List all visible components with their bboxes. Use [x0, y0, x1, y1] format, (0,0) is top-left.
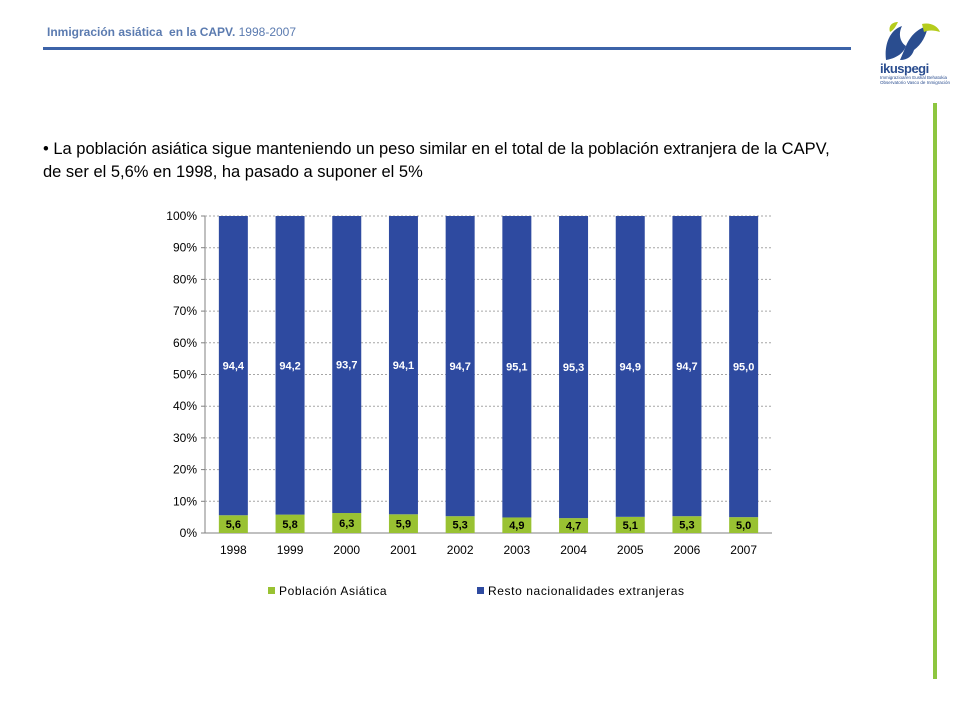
x-tick-label: 2004 [560, 543, 587, 557]
bullet-text: • La población asiática sigue manteniend… [43, 140, 830, 181]
x-tick-label: 2006 [674, 543, 701, 557]
header-title-bold: Inmigración asiática en la CAPV. [47, 25, 236, 39]
y-tick-label: 90% [173, 241, 197, 255]
data-label-box [277, 358, 304, 373]
legend-label: Resto nacionalidades extranjeras [488, 584, 685, 598]
x-tick-label: 2003 [503, 543, 530, 557]
data-label: 95,3 [563, 362, 584, 374]
data-label: 5,8 [282, 519, 297, 531]
stacked-bar-chart: 0% 10% 20% 30% 40% 50% 60% 70% 80% 90% 100% 5,6 94,4… [166, 209, 772, 598]
data-label: 6,3 [339, 518, 354, 530]
data-label-box [673, 359, 700, 374]
data-label-box [730, 359, 757, 374]
data-label-box [560, 360, 587, 375]
data-label: 95,1 [506, 362, 527, 374]
header-title-years: 1998-2007 [235, 25, 297, 39]
data-label: 94,7 [676, 361, 697, 373]
x-tick-label: 2000 [333, 543, 360, 557]
data-label-box [333, 357, 360, 372]
y-tick-label: 60% [173, 336, 197, 350]
header-title: Inmigración asiática en la CAPV. 1998-20… [47, 25, 296, 39]
logo-subtitle-line-1: Immigrazioaren Euskal Behatokia [880, 75, 948, 80]
data-label-box [220, 358, 247, 373]
data-label: 5,3 [679, 520, 694, 532]
logo-subtitle-line-2: Observatorio Vasco de Inmigración [880, 80, 950, 85]
data-label: 95,0 [733, 362, 754, 374]
data-label: 4,9 [509, 520, 524, 532]
data-label-box [560, 518, 587, 533]
x-tick-label: 2002 [447, 543, 474, 557]
y-tick-label: 50% [173, 368, 197, 382]
data-label-box [390, 358, 417, 373]
x-tick-label: 2005 [617, 543, 644, 557]
legend-swatch [268, 587, 275, 594]
header-rule [43, 47, 851, 50]
x-tick-label: 2007 [730, 543, 757, 557]
legend-swatch [477, 587, 484, 594]
y-tick-label: 40% [173, 399, 197, 413]
data-label-box [277, 516, 304, 531]
data-label: 5,6 [226, 519, 241, 531]
data-label-box [390, 516, 417, 531]
data-label: 5,1 [623, 520, 638, 532]
data-label: 94,7 [449, 361, 470, 373]
logo-subtitle: Immigrazioaren Euskal Behatokia Observat… [880, 75, 950, 85]
data-label: 93,7 [336, 360, 357, 372]
data-label: 94,9 [620, 361, 641, 373]
x-tick-label: 2001 [390, 543, 417, 557]
y-tick-label: 10% [173, 494, 197, 508]
y-tick-label: 0% [180, 526, 198, 540]
data-label: 5,9 [396, 519, 411, 531]
data-label-box [503, 359, 530, 374]
x-tick-label: 1998 [220, 543, 247, 557]
data-label: 94,2 [279, 360, 300, 372]
ikuspegi-logo-icon [885, 22, 940, 60]
y-tick-label: 100% [166, 209, 197, 223]
data-label-box [673, 517, 700, 532]
x-tick-label: 1999 [277, 543, 304, 557]
y-tick-label: 20% [173, 463, 197, 477]
data-label-box [503, 518, 530, 533]
data-label-box [447, 359, 474, 374]
data-label-box [730, 518, 757, 533]
y-tick-label: 80% [173, 272, 197, 286]
data-label-box [447, 517, 474, 532]
data-label-box [617, 359, 644, 374]
data-label-box [617, 517, 644, 532]
y-tick-label: 30% [173, 431, 197, 445]
data-label: 94,1 [393, 360, 414, 372]
legend-label: Población Asiática [279, 584, 387, 598]
data-label: 5,0 [736, 520, 751, 532]
data-label: 4,7 [566, 521, 581, 533]
data-label: 94,4 [223, 361, 245, 373]
data-label: 5,3 [453, 520, 468, 532]
side-rule [933, 103, 937, 679]
data-label-box [220, 517, 247, 532]
y-tick-label: 70% [173, 304, 197, 318]
data-label-box [333, 516, 360, 531]
logo-wordmark: ikuspegi [880, 61, 929, 76]
